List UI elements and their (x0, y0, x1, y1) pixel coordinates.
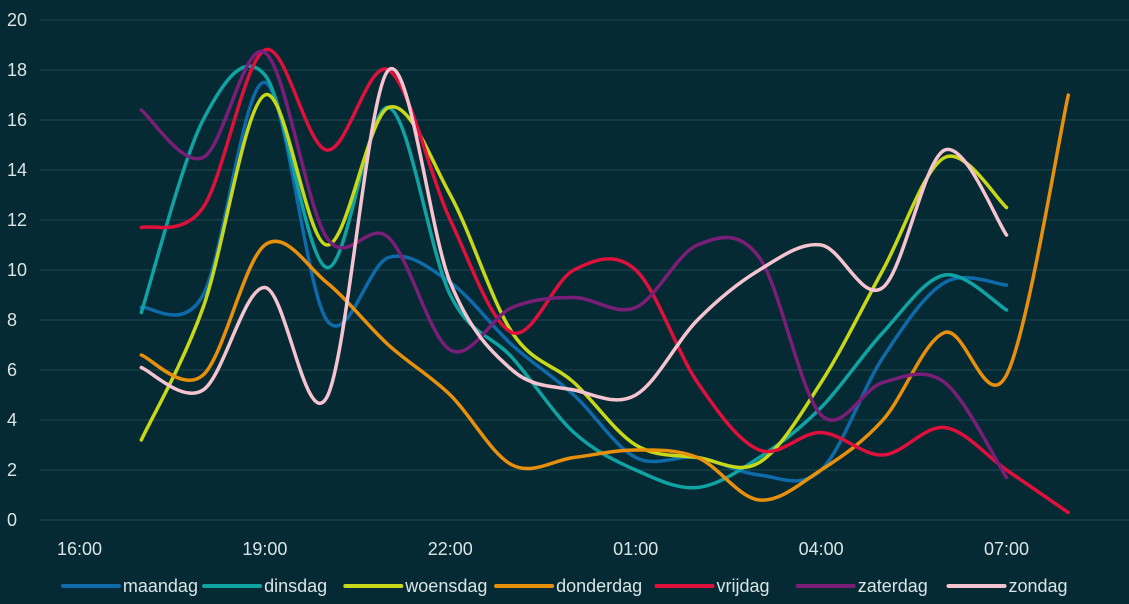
series-line-vrijdag (139, 47, 1071, 515)
y-tick-label: 12 (7, 210, 27, 230)
x-tick-label: 04:00 (799, 539, 844, 559)
legend-item-woensdag: woensdag (343, 576, 487, 596)
x-tick-label: 07:00 (984, 539, 1029, 559)
y-tick-label: 0 (7, 510, 17, 530)
x-tick-label: 22:00 (428, 539, 473, 559)
series-line-dinsdag (139, 64, 1009, 490)
x-tick-label: 19:00 (242, 539, 287, 559)
y-tick-label: 16 (7, 110, 27, 130)
series-line-maandag (139, 80, 1009, 483)
y-tick-label: 8 (7, 310, 17, 330)
series-line-woensdag (139, 93, 1009, 470)
y-axis: 0 2 4 6 8 10 12 14 16 18 20 (7, 10, 27, 530)
series-line-zaterdag (139, 49, 1009, 480)
gridlines (40, 19, 1129, 521)
legend-label: zaterdag (858, 576, 928, 596)
series-line-donderdag (139, 93, 1071, 502)
legend-item-dinsdag: dinsdag (202, 576, 327, 596)
x-axis: 16:00 19:00 22:00 01:00 04:00 07:00 (57, 539, 1029, 559)
y-tick-label: 6 (7, 360, 17, 380)
series-line-zondag (139, 66, 1009, 405)
x-tick-label: 01:00 (613, 539, 658, 559)
legend: maandag dinsdag woensdag donderdag vrijdag za… (60, 576, 1068, 596)
legend-item-donderdag: donderdag (494, 576, 642, 596)
legend-item-vrijdag: vrijdag (654, 576, 770, 596)
legend-label: vrijdag (717, 576, 770, 596)
y-tick-label: 14 (7, 160, 27, 180)
y-tick-label: 4 (7, 410, 17, 430)
y-tick-label: 10 (7, 260, 27, 280)
legend-label: donderdag (556, 576, 642, 596)
legend-label: woensdag (404, 576, 487, 596)
legend-label: zondag (1009, 576, 1068, 596)
y-tick-label: 2 (7, 460, 17, 480)
legend-label: dinsdag (264, 576, 327, 596)
series-lines (139, 47, 1071, 515)
legend-label: maandag (123, 576, 198, 596)
legend-item-zaterdag: zaterdag (795, 576, 928, 596)
y-tick-label: 20 (7, 10, 27, 30)
y-tick-label: 18 (7, 60, 27, 80)
x-tick-label: 16:00 (57, 539, 102, 559)
legend-item-maandag: maandag (60, 576, 198, 596)
legend-item-zondag: zondag (946, 576, 1068, 596)
